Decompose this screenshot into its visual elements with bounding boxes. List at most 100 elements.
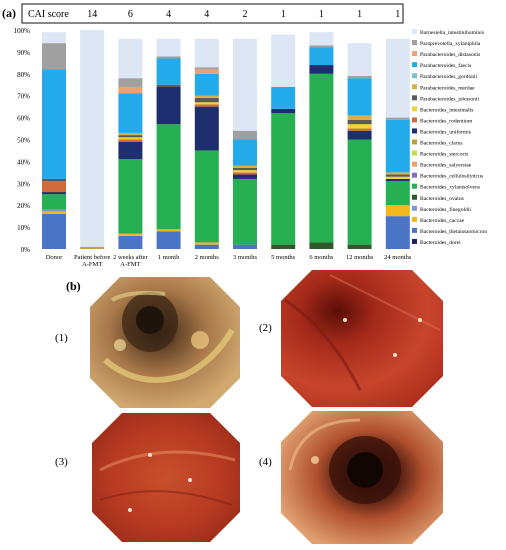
x-tick-label: 6 months [309, 254, 333, 261]
bar-segment [385, 205, 410, 217]
endoscopy-label-1: (1) [55, 332, 68, 344]
bar-segment [385, 119, 410, 173]
legend-label: Parabacteroides_merdae [420, 85, 475, 91]
x-tick-label: 2 weeks after A-FMT [113, 254, 148, 268]
legend-swatch [412, 106, 417, 112]
legend-label: Bacteroides_cellulosilyticus [420, 174, 483, 180]
bar-segment [156, 84, 181, 87]
cai-score-value: 14 [87, 9, 97, 20]
x-tick-label: 5 months [271, 254, 295, 261]
bar-segment [194, 69, 219, 74]
bar-segment [118, 93, 143, 133]
bar-segment [118, 78, 143, 87]
legend-swatch [412, 139, 417, 145]
bar-segment [42, 211, 66, 214]
bar-segment [309, 45, 334, 48]
stacked-bar-chart: 0% 10% 20% 30% 40% 50% 60% 70% 80% 90% 100% Donor P… [14, 27, 412, 268]
legend-swatch [412, 62, 417, 68]
bar-segment [347, 43, 372, 76]
bar-segment [347, 130, 372, 140]
legend-label: Bacteroides_dorei [420, 240, 461, 246]
bar-segment [271, 108, 296, 114]
bar-stack [156, 38, 181, 249]
legend-label: Parabacteroides_gordonii [420, 74, 478, 80]
cai-score-value: 1 [319, 9, 324, 20]
bar-segment [271, 113, 296, 245]
bar-segment [347, 139, 372, 245]
legend-swatch [412, 161, 417, 167]
legend-label: Parabacteroides_johnsonii [420, 96, 479, 102]
bar-segment [347, 119, 372, 125]
cai-score-value: 4 [166, 9, 171, 20]
bar-segment [42, 192, 66, 195]
bar-segment [118, 137, 143, 140]
bar-segment [42, 32, 66, 44]
bar-segment [271, 244, 296, 249]
y-tick-label: 40% [17, 158, 30, 166]
bar-stack [347, 43, 372, 249]
bar-segment [271, 34, 296, 87]
bar-segment [347, 244, 372, 249]
cai-score-value: 6 [128, 9, 133, 20]
legend-label: Bacteroides_salyersiae [420, 163, 472, 169]
x-tick-label: Patient before A-FMT [74, 254, 110, 268]
x-tick-label: 2 months [195, 254, 219, 261]
x-tick-label: 1 month [158, 254, 180, 261]
panel-a-label: (a) [2, 6, 16, 20]
cai-score-header: CAI score [28, 9, 69, 20]
bar-segment [118, 135, 143, 138]
bar-segment [156, 38, 181, 57]
bar-stack [309, 32, 334, 249]
y-tick-label: 0% [21, 246, 31, 254]
bar-segment [118, 132, 143, 136]
legend-label: Bacteroides_ovatus [420, 196, 464, 202]
legend-label: Bacteroides_xylanisolvens [420, 185, 480, 191]
bar-segment [233, 244, 257, 249]
bar-segment [233, 38, 257, 131]
endoscopy-image-2 [281, 270, 443, 407]
legend-label: Parabacteroides_distasonis [420, 52, 480, 58]
bar-segment [233, 170, 257, 173]
bar-segment [194, 38, 219, 68]
bar-segment [156, 86, 181, 125]
bar-segment-base [80, 246, 105, 249]
legend-swatch [412, 117, 417, 123]
bar-segment [309, 73, 334, 243]
bar-segment [194, 67, 219, 70]
bar-stack [118, 38, 143, 249]
bar-segment [347, 115, 372, 120]
y-tick-label: 100% [14, 27, 31, 35]
legend-label: Bacteroides_intestinalis [420, 107, 473, 113]
legend-label: Bacteroides_rodentium [420, 118, 473, 124]
bar-segment [118, 141, 143, 160]
legend-swatch [412, 238, 417, 244]
bar-segment [233, 174, 257, 179]
bar-segment [385, 181, 410, 206]
bar-segment [385, 178, 410, 182]
bar-segment [118, 86, 143, 94]
bar-segment [233, 167, 257, 171]
legend-label: Paraprevotella_xylaniphila [420, 41, 481, 47]
legend-swatch [412, 194, 417, 200]
legend-label: Bacteroides_stercoris [420, 152, 468, 158]
bar-stack [271, 34, 296, 249]
cai-score-value: 4 [204, 9, 209, 20]
legend-label: Parabacteroides_faecis [420, 62, 471, 69]
y-tick-label: 20% [17, 202, 30, 210]
cai-score-row: CAI score 14 6 4 4 2 1 1 1 1 [21, 3, 404, 24]
y-tick-label: 10% [17, 224, 30, 232]
bar-segment [347, 75, 372, 79]
bar-segment [42, 43, 66, 70]
bar-segment [385, 38, 410, 118]
bar-segment [194, 104, 219, 107]
y-tick-label: 30% [17, 180, 30, 188]
legend-label: Bacteroides_finegoldii [420, 206, 471, 213]
legend-swatch [412, 40, 417, 46]
x-tick-label: 24 months [384, 254, 412, 261]
bar-segment [118, 159, 143, 234]
legend-swatch [412, 227, 417, 233]
bar-segment [194, 95, 219, 98]
endoscopy-image-1 [90, 277, 240, 408]
endoscopy-image-4 [281, 411, 443, 544]
legend-swatch [412, 84, 417, 90]
